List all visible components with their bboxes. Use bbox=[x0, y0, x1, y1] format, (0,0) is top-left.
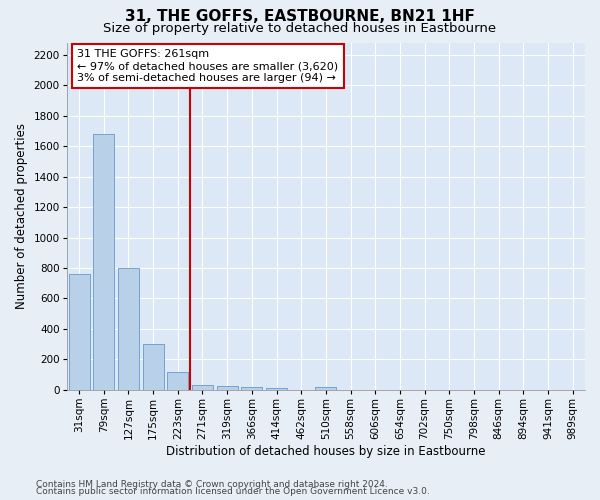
Text: 31, THE GOFFS, EASTBOURNE, BN21 1HF: 31, THE GOFFS, EASTBOURNE, BN21 1HF bbox=[125, 9, 475, 24]
Bar bbox=[143, 344, 164, 390]
Bar bbox=[192, 384, 213, 390]
Bar bbox=[93, 134, 114, 390]
Bar bbox=[118, 268, 139, 390]
Y-axis label: Number of detached properties: Number of detached properties bbox=[15, 123, 28, 309]
Text: 31 THE GOFFS: 261sqm
← 97% of detached houses are smaller (3,620)
3% of semi-det: 31 THE GOFFS: 261sqm ← 97% of detached h… bbox=[77, 50, 338, 82]
Text: Contains public sector information licensed under the Open Government Licence v3: Contains public sector information licen… bbox=[36, 488, 430, 496]
Text: Size of property relative to detached houses in Eastbourne: Size of property relative to detached ho… bbox=[103, 22, 497, 35]
Bar bbox=[316, 387, 337, 390]
Bar bbox=[167, 372, 188, 390]
Bar bbox=[266, 388, 287, 390]
X-axis label: Distribution of detached houses by size in Eastbourne: Distribution of detached houses by size … bbox=[166, 444, 485, 458]
Bar bbox=[241, 387, 262, 390]
Bar bbox=[68, 274, 89, 390]
Text: Contains HM Land Registry data © Crown copyright and database right 2024.: Contains HM Land Registry data © Crown c… bbox=[36, 480, 388, 489]
Bar bbox=[217, 386, 238, 390]
